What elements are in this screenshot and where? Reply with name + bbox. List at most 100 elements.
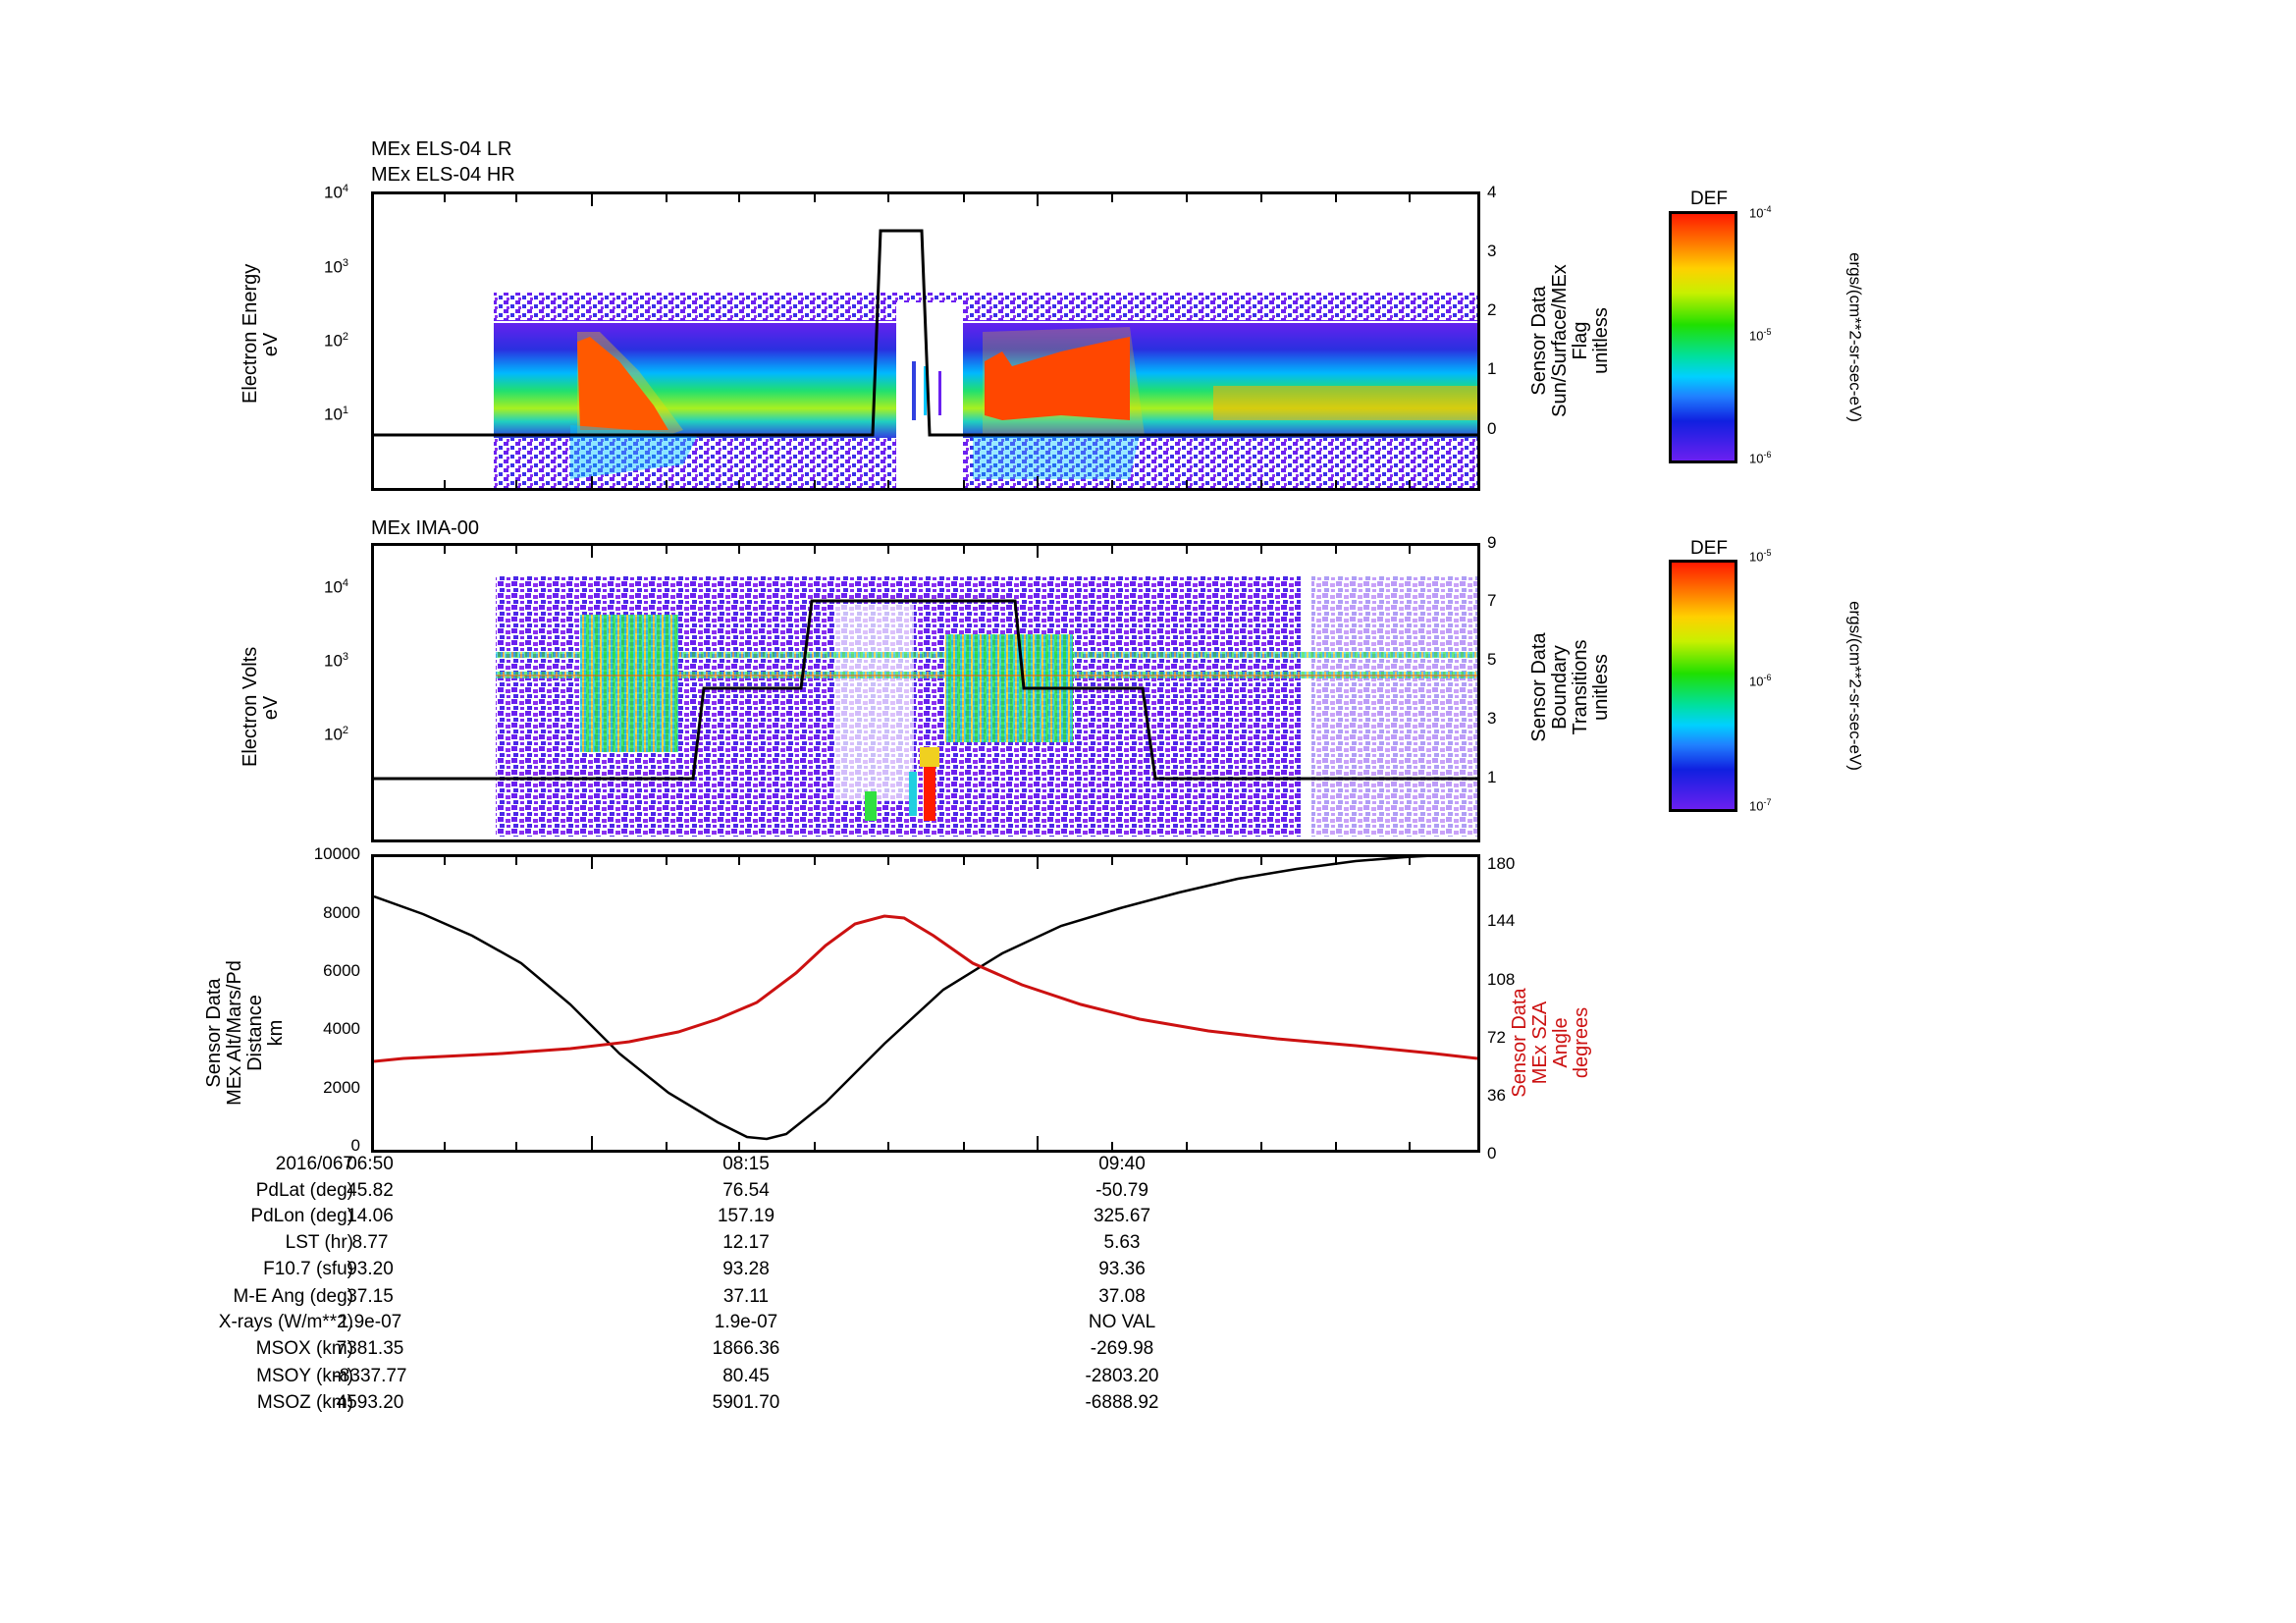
ephemeris-cell: 157.19 (717, 1206, 775, 1226)
panel3-ytick-2000: 2000 (323, 1078, 360, 1097)
panel3-ytick-0: 0 (350, 1136, 360, 1155)
panel1-y2tick-4: 4 (1487, 183, 1497, 201)
panel2-y2label-line1: Sensor Data (1528, 632, 1550, 742)
ephemeris-cell: 325.67 (1093, 1206, 1151, 1226)
ephemeris-cell: 12.17 (722, 1232, 770, 1253)
panel2-ylabel-line1: Electron Volts (240, 646, 261, 767)
ephemeris-row-label: F10.7 (sfu) (263, 1259, 353, 1279)
panel1-y2label: Sensor Data Sun/Surface/MEx Flag unitles… (1528, 243, 1612, 439)
ephemeris-time-2: 09:40 (1098, 1154, 1146, 1174)
panel3-y2tick-144: 144 (1487, 911, 1516, 930)
ephemeris-cell: 45.82 (347, 1180, 394, 1201)
ephemeris-time-0: 06:50 (347, 1154, 394, 1174)
panel1-y2tick-0: 0 (1487, 419, 1497, 438)
panel1-ylabel-line1: Electron Energy (240, 263, 261, 404)
ephemeris-cell: 93.28 (722, 1259, 770, 1279)
ephemeris-cell: 14.06 (347, 1206, 394, 1226)
panel3-y2label-line2: MEx SZA (1529, 1001, 1551, 1085)
panel3-y2tick-0: 0 (1487, 1144, 1497, 1163)
colorbar1-tick-top: 10-4 (1749, 204, 1772, 221)
panel2-y2tick-9: 9 (1487, 533, 1497, 552)
colorbar1 (1669, 211, 1737, 463)
ephemeris-row-label: MSOY (km) (256, 1366, 353, 1386)
panel1-ytick-1e2: 102 (324, 331, 349, 351)
panel2-y2label: Sensor Data Boundary Transitions unitles… (1528, 589, 1612, 785)
panel1-y2label-line2: Sun/Surface/MEx (1549, 264, 1571, 417)
ephemeris-cell: 4593.20 (336, 1392, 404, 1413)
panel3-y2label-line4: degrees (1571, 1006, 1592, 1079)
ephemeris-row-label: X-rays (W/m**2) (218, 1312, 353, 1332)
ephemeris-row-label: PdLon (deg) (250, 1206, 353, 1226)
colorbar1-title: DEF (1690, 189, 1728, 209)
panel3-ylabel-line2: MEx Alt/Mars/Pd (224, 960, 245, 1106)
ephemeris-row-label: M-E Ang (deg) (233, 1286, 354, 1307)
panel3-y2tick-72: 72 (1487, 1028, 1506, 1047)
ephemeris-cell: 37.15 (347, 1286, 394, 1307)
ephemeris-cell: 1.9e-07 (714, 1312, 778, 1332)
panel1-plot-area (371, 191, 1480, 491)
ephemeris-cell: 7381.35 (336, 1338, 404, 1359)
ephemeris-cell: 93.36 (1098, 1259, 1146, 1279)
panel3-y2label: Sensor Data MEx SZA Angle degrees (1509, 945, 1592, 1141)
colorbar1-tick-mid: 10-5 (1749, 327, 1772, 344)
panel2-ytick-1e4: 104 (324, 577, 349, 597)
ephemeris-cell: 37.08 (1098, 1286, 1146, 1307)
ephemeris-cell: 93.20 (347, 1259, 394, 1279)
ephemeris-cell: -50.79 (1095, 1180, 1148, 1201)
colorbar1-units: ergs/(cm**2-sr-sec-eV) (1845, 252, 1865, 422)
panel2-y2tick-1: 1 (1487, 768, 1497, 786)
colorbar2-tick-bottom: 10-7 (1749, 797, 1772, 814)
ephemeris-row-label: LST (hr) (285, 1232, 353, 1253)
panel2-y2label-line3: Transitions (1570, 639, 1591, 735)
panel3-y2tick-36: 36 (1487, 1086, 1506, 1105)
ephemeris-row-label: PdLat (deg) (255, 1180, 353, 1201)
ephemeris-cell: 8.77 (351, 1232, 389, 1253)
ephemeris-cell: 5.63 (1103, 1232, 1141, 1253)
ephemeris-cell: -8337.77 (333, 1366, 407, 1386)
ephemeris-cell: 76.54 (722, 1180, 770, 1201)
panel2-y2tick-3: 3 (1487, 709, 1497, 728)
panel3-plot-area (371, 854, 1480, 1153)
panel2-y2label-line4: unitless (1590, 654, 1612, 721)
ephemeris-cell: -2803.20 (1085, 1366, 1159, 1386)
panel2-ylabel-line2: eV (260, 695, 282, 721)
panel2-ytick-1e3: 103 (324, 651, 349, 671)
panel3-ytick-4000: 4000 (323, 1019, 360, 1038)
panel1-ytick-1e1: 101 (324, 405, 349, 424)
panel3-ylabel-line3: Distance (244, 995, 266, 1071)
panel1-ylabel: Electron Energy eV (240, 263, 282, 404)
ephemeris-cell: -6888.92 (1085, 1392, 1159, 1413)
colorbar2-tick-top: 10-5 (1749, 548, 1772, 565)
panel2-y2tick-7: 7 (1487, 591, 1497, 610)
colorbar2-tick-mid: 10-6 (1749, 673, 1772, 689)
colorbar1-tick-bottom: 10-6 (1749, 450, 1772, 466)
ephemeris-row-label: MSOX (km) (255, 1338, 353, 1359)
panel2-title: MEx IMA-00 (371, 517, 480, 539)
panel3-y2label-line1: Sensor Data (1509, 988, 1530, 1098)
ephemeris-cell: 1.9e-07 (338, 1312, 402, 1332)
panel3-ylabel-line4: km (265, 1019, 287, 1047)
ephemeris-cell: 5901.70 (712, 1392, 780, 1413)
panel1-y2tick-2: 2 (1487, 300, 1497, 319)
panel3-y2tick-108: 108 (1487, 970, 1516, 989)
panel1-y2label-line4: unitless (1590, 307, 1612, 374)
panel1-y2label-line3: Flag (1570, 321, 1591, 360)
panel3-ytick-6000: 6000 (323, 961, 360, 980)
panel1-ytick-1e4: 104 (324, 183, 349, 202)
colorbar2-title: DEF (1690, 538, 1728, 559)
panel3-ylabel: Sensor Data MEx Alt/Mars/Pd Distance km (203, 935, 287, 1131)
panel2-plot-area (371, 543, 1480, 842)
ephemeris-time-1: 08:15 (722, 1154, 770, 1174)
panel1-ylabel-line2: eV (260, 332, 282, 357)
panel3-ylabel-line1: Sensor Data (203, 978, 225, 1088)
colorbar2 (1669, 560, 1737, 812)
ephemeris-cell: 1866.36 (712, 1338, 780, 1359)
panel2-ytick-1e2: 102 (324, 725, 349, 744)
panel2-ylabel: Electron Volts eV (240, 646, 282, 767)
panel3-y2tick-180: 180 (1487, 854, 1516, 873)
ephemeris-cell: NO VAL (1088, 1312, 1156, 1332)
panel1-spectrogram (374, 194, 1477, 488)
panel1-y2tick-1: 1 (1487, 359, 1497, 378)
panel1-title-hr: MEx ELS-04 HR (371, 164, 515, 186)
panel1-y2tick-3: 3 (1487, 242, 1497, 260)
